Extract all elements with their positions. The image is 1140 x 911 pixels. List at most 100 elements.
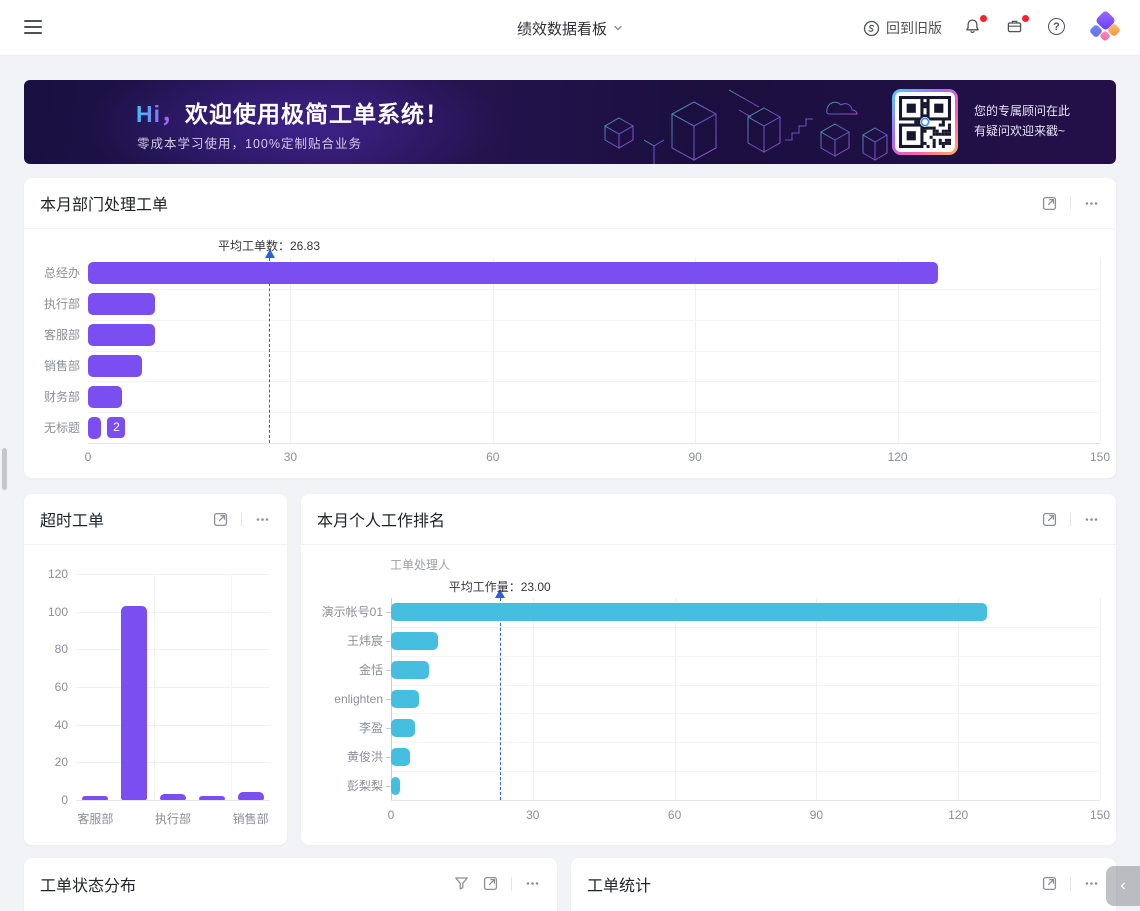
- average-line-arrow: [264, 249, 275, 258]
- axis-tick-label: 60: [54, 680, 68, 694]
- category-label: 王炜宸: [346, 634, 383, 649]
- workbench-badge: [1022, 15, 1029, 22]
- y-axis-tick: [386, 699, 391, 700]
- divider: [1070, 876, 1071, 891]
- category-split-line: [391, 684, 1100, 686]
- grid-line: [816, 598, 818, 800]
- chart-bar[interactable]: [88, 354, 142, 377]
- chart-bar[interactable]: [237, 792, 264, 800]
- chart-bar[interactable]: [391, 632, 439, 651]
- chart-bar[interactable]: [88, 262, 939, 285]
- more-icon[interactable]: [254, 511, 271, 528]
- chart-bar[interactable]: [391, 718, 415, 737]
- scrollbar-thumb[interactable]: [2, 448, 7, 490]
- notifications-button[interactable]: [964, 15, 987, 38]
- card-ticket-status: 工单状态分布: [24, 858, 557, 911]
- chart-bar[interactable]: [391, 661, 429, 680]
- category-label: enlighten: [334, 692, 383, 706]
- card-ticket-statistics: 工单统计: [571, 858, 1116, 911]
- chart-bar[interactable]: [88, 385, 122, 408]
- category-label: 李盈: [358, 720, 383, 735]
- category-label: 客服部: [77, 812, 114, 826]
- axis-tick-label: 120: [47, 567, 68, 581]
- grid-line: [76, 762, 270, 764]
- menu-icon[interactable]: [24, 20, 42, 34]
- expand-icon[interactable]: [482, 875, 499, 892]
- card-title: 本月部门处理工单: [40, 197, 169, 214]
- category-split-line: [391, 742, 1100, 744]
- y-axis-tick: [386, 670, 391, 672]
- more-icon[interactable]: [1083, 875, 1100, 892]
- department-tickets-chart: 0 30 60 90 120 150 平均工单数：26.83 总经办 执行部 客服部 销售部 财务部无…: [24, 178, 1116, 478]
- average-line-arrow: [495, 589, 506, 598]
- chart-bar[interactable]: [121, 606, 148, 800]
- more-icon[interactable]: [1083, 195, 1100, 212]
- help-button[interactable]: ?: [1048, 18, 1068, 38]
- chart-bar[interactable]: [88, 293, 156, 316]
- grid-line: [532, 598, 534, 800]
- category-split-line: [88, 288, 1100, 290]
- axis-tick-label: 0: [84, 450, 92, 464]
- category-label: 销售部: [43, 358, 80, 373]
- notification-badge: [980, 15, 987, 22]
- category-split-line: [391, 626, 1100, 628]
- axis-tick-label: 80: [54, 642, 68, 657]
- chart-bar[interactable]: [88, 324, 156, 347]
- divider: [241, 512, 242, 526]
- banner-title: Hi，欢迎使用极简工单系统！: [136, 101, 449, 127]
- expand-icon[interactable]: [212, 511, 229, 528]
- qr-code: [892, 89, 958, 155]
- axis-tick-label: 90: [688, 450, 702, 464]
- x-axis-line: [76, 800, 270, 801]
- y-axis-tick: [386, 641, 391, 643]
- category-label: 彭梨梨: [346, 778, 383, 793]
- category-split-line: [153, 574, 155, 800]
- grid-line: [76, 724, 270, 726]
- chart-bar[interactable]: [82, 796, 109, 800]
- axis-tick-label: 90: [809, 808, 824, 822]
- card-overdue-tickets: 超时工单 0 20 40 60 80 100 120 客服部 执行部 销售部: [24, 494, 287, 845]
- app-logo[interactable]: [1088, 9, 1122, 44]
- grid-line: [674, 598, 676, 800]
- expand-icon[interactable]: [1041, 511, 1058, 528]
- restore-old-version-button[interactable]: 回到旧版: [863, 18, 942, 38]
- chart-bar[interactable]: [198, 796, 225, 800]
- axis-tick-label: 60: [667, 808, 682, 822]
- category-label: 黄俊洪: [346, 749, 383, 764]
- question-icon: ?: [1048, 18, 1065, 35]
- filter-icon[interactable]: [453, 875, 470, 892]
- category-split-line: [88, 381, 1100, 383]
- top-bar: 绩效数据看板 回到旧版: [0, 0, 1140, 56]
- axis-tick-label: 150: [1089, 450, 1111, 464]
- category-label: 金恬: [358, 663, 383, 678]
- y-axis-tick: [386, 612, 391, 614]
- category-label: 执行部: [43, 297, 80, 312]
- bell-icon: [966, 19, 979, 34]
- chart-bar[interactable]: [391, 776, 401, 795]
- history-icon: [863, 20, 880, 36]
- expand-icon[interactable]: [1041, 875, 1058, 892]
- collapse-panel-handle[interactable]: ‹: [1106, 866, 1140, 906]
- category-split-line: [88, 412, 1100, 414]
- divider: [1070, 512, 1071, 526]
- chart-bar[interactable]: [391, 690, 420, 708]
- card-title: 超时工单: [40, 513, 105, 530]
- more-icon[interactable]: [1083, 511, 1100, 528]
- chart-bar[interactable]: [88, 416, 102, 439]
- chart-bar[interactable]: [391, 747, 410, 766]
- category-split-line: [391, 655, 1100, 657]
- page-title-dropdown[interactable]: 绩效数据看板: [0, 0, 1140, 56]
- expand-icon[interactable]: [1041, 195, 1058, 212]
- chart-bar[interactable]: [391, 603, 987, 622]
- more-icon[interactable]: [524, 875, 541, 892]
- card-department-tickets: 本月部门处理工单 0 30 60 90 120 150 平均工单数：26.83 总经办 执行部客…: [24, 178, 1116, 478]
- grid-line: [1100, 598, 1101, 800]
- y-axis-tick: [386, 727, 391, 729]
- workbench-button[interactable]: [1006, 15, 1029, 38]
- divider: [511, 876, 512, 891]
- axis-tick-label: 30: [526, 808, 540, 822]
- chart-bar[interactable]: [160, 794, 186, 800]
- banner-isometric-art: [603, 89, 920, 164]
- card-title: 工单统计: [587, 877, 652, 895]
- x-axis-line: [88, 443, 1100, 444]
